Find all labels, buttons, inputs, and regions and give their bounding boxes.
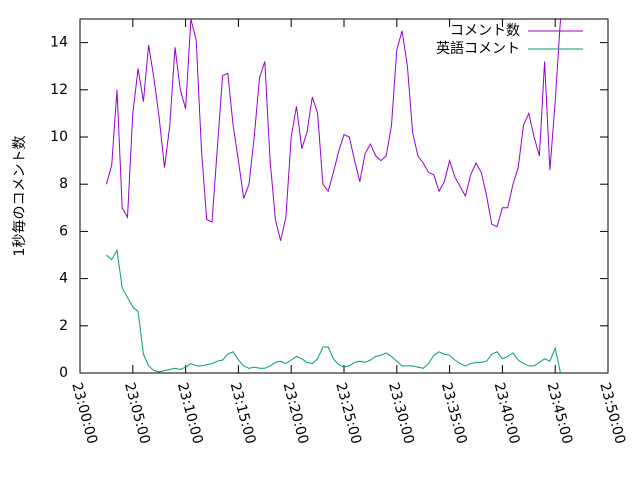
y-tick-label: 12: [50, 82, 68, 98]
y-tick-label: 6: [59, 223, 68, 239]
x-tick-label: 23:10:00: [174, 381, 206, 446]
series-line: [105, 19, 561, 241]
x-tick-label: 23:05:00: [121, 381, 153, 446]
y-tick-label: 0: [59, 365, 68, 381]
y-axis-label: 1秒毎のコメント数: [12, 136, 28, 257]
x-tick-label: 23:35:00: [438, 381, 470, 446]
x-tick-label: 23:00:00: [68, 381, 100, 446]
y-tick-label: 14: [50, 35, 68, 51]
legend-label: 英語コメント: [436, 40, 520, 57]
x-tick-label: 23:50:00: [596, 381, 628, 446]
y-tick-label: 2: [59, 318, 68, 334]
series-line: [106, 248, 561, 373]
plot-border: [79, 18, 609, 374]
x-tick-label: 23:40:00: [491, 381, 523, 446]
y-tick-label: 4: [59, 271, 68, 287]
x-tick-label: 23:25:00: [332, 381, 364, 446]
legend-label: コメント数: [450, 23, 520, 39]
x-tick-label: 23:20:00: [279, 381, 311, 446]
y-tick-label: 10: [50, 129, 68, 145]
x-tick-label: 23:30:00: [385, 381, 417, 446]
y-tick-label: 8: [59, 176, 68, 192]
x-tick-label: 23:15:00: [227, 381, 259, 446]
x-tick-label: 23:45:00: [543, 381, 575, 446]
